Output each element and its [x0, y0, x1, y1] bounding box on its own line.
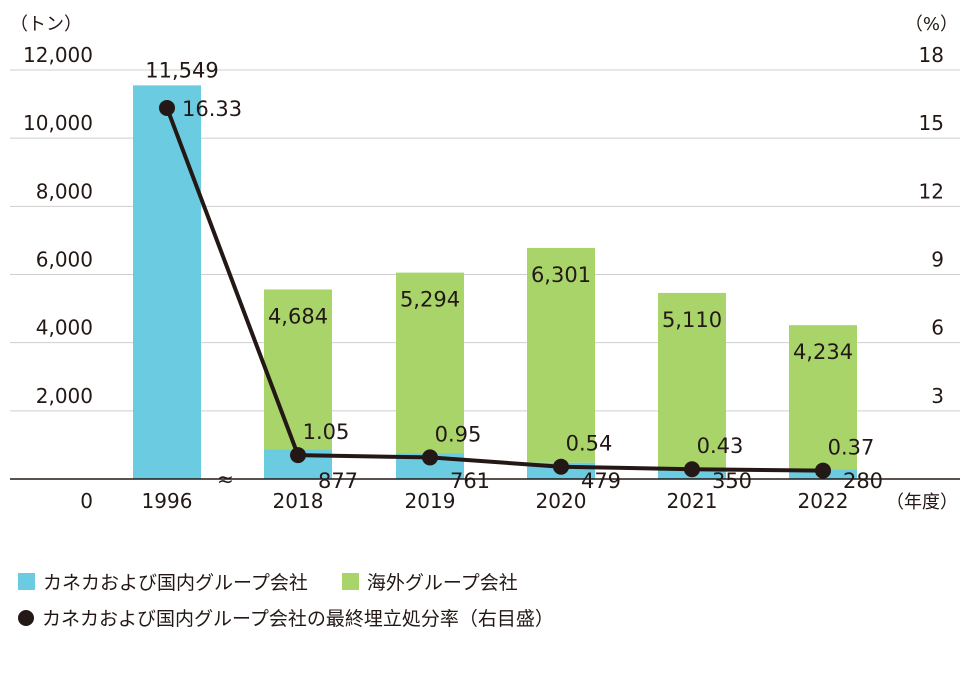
data-label-domestic: 761	[450, 469, 490, 493]
y-right-tick-label: 12	[919, 179, 944, 203]
bar-overseas	[658, 292, 726, 468]
bar-overseas	[789, 325, 857, 470]
bar-overseas	[527, 247, 595, 463]
data-label-rate: 0.54	[566, 432, 613, 456]
data-label-domestic: 877	[318, 469, 358, 493]
data-label-overseas: 4,684	[268, 304, 328, 328]
data-label-overseas: 4,234	[793, 340, 853, 364]
x-tick-label: 2019	[405, 489, 456, 513]
y-left-tick-label: 12,000	[23, 43, 93, 67]
x-axis-unit: （年度）	[886, 492, 958, 513]
legend-item-domestic: カネカおよび国内グループ会社	[18, 568, 308, 595]
data-label-rate: 1.05	[303, 420, 350, 444]
x-tick-label: 2020	[536, 489, 587, 513]
y-left-tick-label: 2,000	[36, 384, 93, 408]
rate-point	[290, 447, 306, 464]
rate-point	[815, 462, 831, 479]
y-right-tick-label: 9	[931, 248, 944, 272]
data-label-domestic: 280	[843, 469, 883, 493]
data-labels: 11,549 877 761 479 350 280 4,684 5,294 6,301 5,11…	[145, 58, 883, 493]
data-label-rate: 16.33	[182, 97, 242, 121]
legend-rate: カネカおよび国内グループ会社の最終埋立処分率（右目盛）	[18, 604, 554, 631]
data-label-domestic: 479	[581, 469, 621, 493]
right-axis-unit: （%）	[905, 14, 958, 35]
bar-domestic	[133, 85, 201, 479]
y-right-tick-label: 3	[931, 384, 944, 408]
legend-swatch-domestic	[18, 573, 35, 590]
legend-label-domestic: カネカおよび国内グループ会社	[43, 572, 308, 594]
data-label-rate: 0.37	[828, 436, 875, 460]
y-left-tick-label: 10,000	[23, 111, 93, 135]
data-label-domestic: 11,549	[145, 58, 218, 82]
legend-label-rate: カネカおよび国内グループ会社の最終埋立処分率（右目盛）	[42, 608, 554, 630]
legend-dot-rate	[18, 609, 34, 626]
y-right-tick-label: 15	[919, 111, 944, 135]
rate-point	[422, 449, 438, 466]
y-left-tick-label: 6,000	[36, 248, 93, 272]
axis-break-mark: ≈	[217, 467, 234, 491]
data-label-domestic: 350	[712, 469, 752, 493]
data-label-overseas: 6,301	[531, 263, 591, 287]
legend-label-overseas: 海外グループ会社	[366, 572, 518, 594]
data-label-overseas: 5,110	[662, 308, 722, 332]
y-left-tick-label: 8,000	[36, 179, 93, 203]
left-axis-unit: （トン）	[10, 14, 82, 35]
rate-line	[159, 99, 831, 479]
data-label-rate: 0.95	[435, 422, 482, 446]
bar-overseas	[264, 289, 332, 450]
y-left-tick-label: 4,000	[36, 316, 93, 340]
legend: カネカおよび国内グループ会社 海外グループ会社	[18, 568, 518, 595]
axes: 0 2,000 4,000 6,000 8,000 10,000 12,000 3 6 9 12 15…	[10, 43, 960, 513]
y-left-tick-label: 0	[80, 489, 93, 513]
x-tick-label: 2021	[667, 489, 718, 513]
x-tick-label: 2022	[798, 489, 849, 513]
legend-item-overseas: 海外グループ会社	[341, 568, 518, 595]
x-tick-label: 2018	[273, 489, 324, 513]
bars	[133, 85, 857, 479]
rate-line-path	[165, 107, 824, 473]
rate-point	[684, 461, 700, 478]
data-label-rate: 0.43	[697, 434, 744, 458]
x-tick-label: 1996	[142, 489, 193, 513]
rate-point	[553, 458, 569, 475]
y-right-tick-label: 18	[919, 43, 944, 67]
data-label-overseas: 5,294	[400, 288, 460, 312]
legend-swatch-overseas	[341, 573, 359, 590]
bar-overseas	[396, 272, 464, 454]
rate-point	[159, 99, 175, 116]
y-right-tick-label: 6	[931, 316, 944, 340]
